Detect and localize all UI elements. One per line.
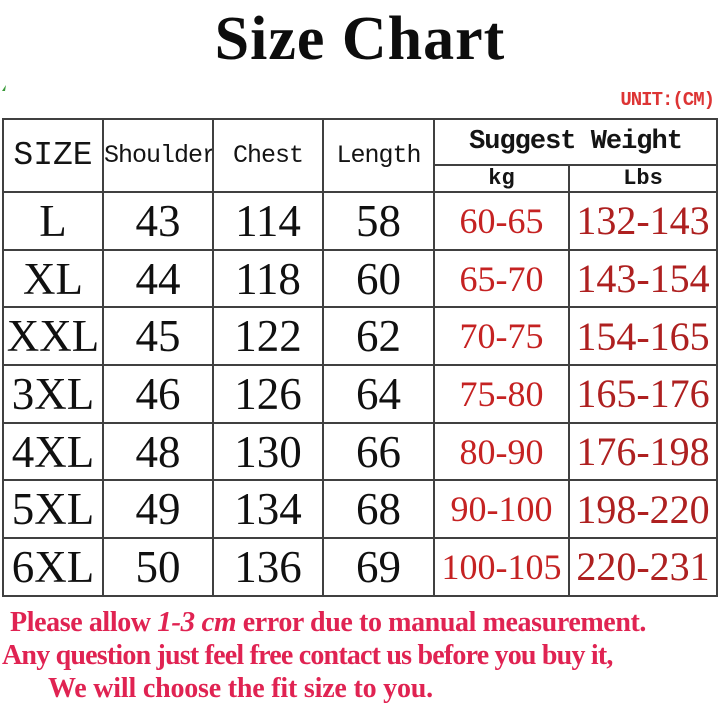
cell-kg: 60-65 [433, 191, 570, 251]
cell-size: 6XL [2, 537, 104, 597]
cell-size: 3XL [2, 364, 104, 424]
cell-chest: 126 [212, 364, 324, 424]
cell-size: 4XL [2, 421, 104, 482]
cell-shoulder: 48 [102, 421, 214, 482]
note-line-3: We will choose the fit size to you. [48, 673, 433, 704]
table-row: 5XL 49 134 68 90-100 198-220 [2, 479, 718, 540]
unit-label: UNIT:(CM) [620, 89, 715, 111]
cell-chest: 136 [212, 537, 324, 597]
cell-kg: 80-90 [433, 421, 570, 482]
table-row: 4XL 48 130 66 80-90 176-198 [2, 421, 718, 482]
cell-length: 62 [322, 306, 435, 367]
cell-lbs: 154-165 [568, 306, 718, 367]
cell-length: 69 [322, 537, 435, 597]
cell-lbs: 143-154 [568, 248, 718, 309]
cell-shoulder: 50 [102, 537, 214, 597]
table-row: 3XL 46 126 64 75-80 165-176 [2, 364, 718, 424]
cell-chest: 130 [212, 421, 324, 482]
cell-chest: 122 [212, 306, 324, 367]
header-row-sub: kg Lbs [3, 164, 718, 193]
cell-shoulder: 43 [102, 191, 214, 251]
header-size: SIZE [2, 118, 104, 193]
cell-length: 60 [322, 248, 435, 309]
cell-lbs: 176-198 [568, 421, 718, 482]
cell-kg: 100-105 [433, 537, 570, 597]
cell-size: XL [2, 248, 104, 309]
cell-lbs: 220-231 [568, 537, 718, 597]
header-shoulder: Shoulder [102, 118, 214, 193]
page-title: Size Chart [214, 5, 506, 73]
note-line-1-emphasis: 1-3 cm [157, 606, 237, 638]
cell-lbs: 165-176 [568, 364, 718, 424]
cell-lbs: 132-143 [568, 191, 718, 251]
cell-kg: 65-70 [433, 248, 570, 309]
measurement-notes: Please allow 1-3 cm error due to manual … [0, 606, 720, 705]
cell-shoulder: 45 [102, 306, 214, 367]
cell-chest: 114 [212, 191, 324, 251]
cell-shoulder: 44 [102, 248, 214, 309]
cell-kg: 90-100 [433, 479, 570, 540]
cell-lbs: 198-220 [568, 479, 718, 540]
cell-size: 5XL [2, 479, 104, 540]
cell-length: 58 [322, 191, 435, 251]
cell-length: 64 [322, 364, 435, 424]
header-suggest-weight: Suggest Weight [433, 118, 718, 166]
note-line-2: Any question just feel free contact us b… [2, 640, 613, 671]
cell-shoulder: 46 [102, 364, 214, 424]
header-lbs: Lbs [568, 164, 718, 193]
header-length: Length [322, 118, 435, 193]
header-chest: Chest [212, 118, 324, 193]
note-line-1-suffix: error due to manual measurement. [236, 607, 647, 638]
green-mark-icon [2, 85, 6, 91]
cell-shoulder: 49 [102, 479, 214, 540]
table-row: XL 44 118 60 65-70 143-154 [2, 248, 718, 309]
note-line-1-prefix: Please allow [10, 607, 158, 638]
cell-chest: 134 [212, 479, 324, 540]
cell-chest: 118 [212, 248, 324, 309]
size-table: SIZE Shoulder Chest Length Suggest Weigh… [2, 118, 718, 597]
cell-length: 66 [322, 421, 435, 482]
note-line-1: Please allow 1-3 cm error due to manual … [0, 606, 720, 639]
cell-kg: 75-80 [433, 364, 570, 424]
cell-size: XXL [2, 306, 104, 367]
cell-length: 68 [322, 479, 435, 540]
table-row: XXL 45 122 62 70-75 154-165 [2, 306, 718, 367]
table-row: 6XL 50 136 69 100-105 220-231 [2, 537, 718, 597]
cell-size: L [2, 191, 104, 251]
cell-kg: 70-75 [433, 306, 570, 367]
header-row-main: SIZE Shoulder Chest Length Suggest Weigh… [2, 118, 718, 193]
header-kg: kg [433, 164, 570, 193]
table-row: L 43 114 58 60-65 132-143 [2, 191, 718, 251]
